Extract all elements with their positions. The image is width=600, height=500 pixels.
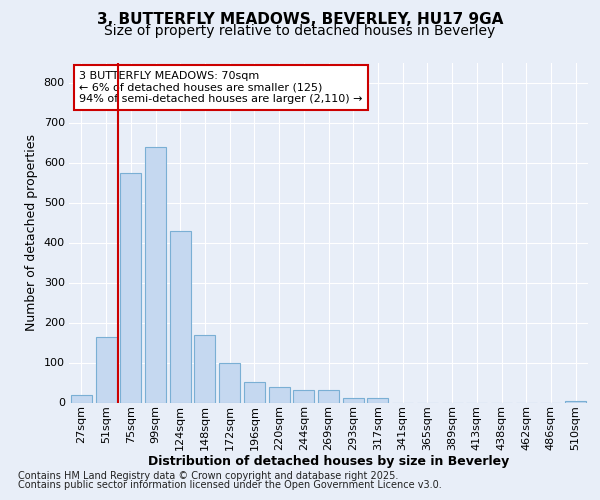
Bar	[293, 390, 314, 402]
Bar	[318, 390, 339, 402]
Bar	[120, 172, 141, 402]
Bar	[343, 398, 364, 402]
Bar	[367, 398, 388, 402]
Bar	[145, 146, 166, 402]
Y-axis label: Number of detached properties: Number of detached properties	[25, 134, 38, 331]
Bar	[244, 382, 265, 402]
Bar	[194, 334, 215, 402]
Bar	[71, 394, 92, 402]
Bar	[565, 400, 586, 402]
Bar	[269, 386, 290, 402]
Text: 3, BUTTERFLY MEADOWS, BEVERLEY, HU17 9GA: 3, BUTTERFLY MEADOWS, BEVERLEY, HU17 9GA	[97, 12, 503, 28]
Bar	[170, 230, 191, 402]
Bar	[219, 362, 240, 403]
Text: 3 BUTTERFLY MEADOWS: 70sqm
← 6% of detached houses are smaller (125)
94% of semi: 3 BUTTERFLY MEADOWS: 70sqm ← 6% of detac…	[79, 71, 363, 104]
Bar	[95, 336, 116, 402]
Text: Size of property relative to detached houses in Beverley: Size of property relative to detached ho…	[104, 24, 496, 38]
Text: Contains public sector information licensed under the Open Government Licence v3: Contains public sector information licen…	[18, 480, 442, 490]
Text: Distribution of detached houses by size in Beverley: Distribution of detached houses by size …	[148, 454, 509, 468]
Text: Contains HM Land Registry data © Crown copyright and database right 2025.: Contains HM Land Registry data © Crown c…	[18, 471, 398, 481]
